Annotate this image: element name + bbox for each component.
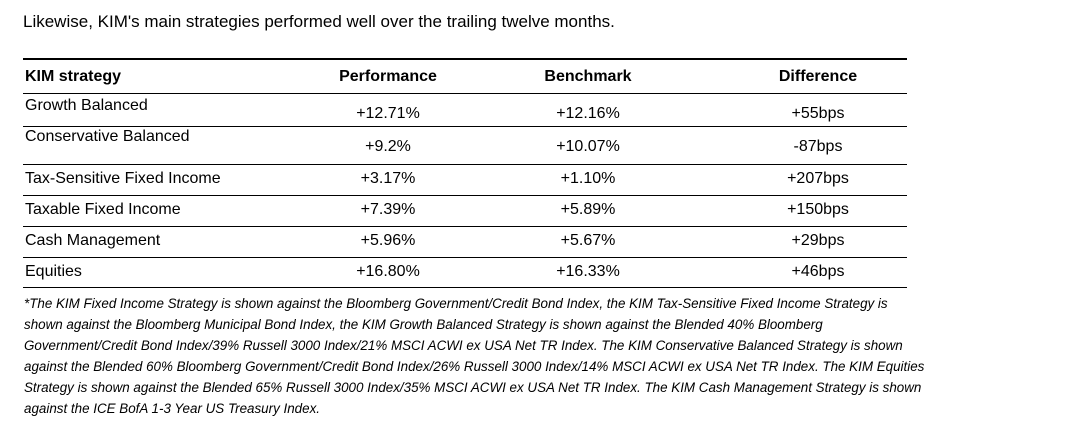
table-rule xyxy=(23,164,907,165)
benchmark-value: +16.33% xyxy=(556,263,620,280)
strategy-name: Cash Management xyxy=(25,232,161,249)
strategy-name: Equities xyxy=(25,263,82,280)
table-header-row: KIM strategy Performance Benchmark Diffe… xyxy=(23,58,907,85)
benchmark-value: +5.89% xyxy=(560,201,616,218)
intro-text: Likewise, KIM's main strategies performe… xyxy=(23,12,615,31)
table-bottom-rule xyxy=(23,287,907,288)
difference-value: +207bps xyxy=(787,170,849,187)
performance-value: +7.39% xyxy=(360,201,416,218)
footnote-line: *The KIM Fixed Income Strategy is shown … xyxy=(24,296,888,311)
strategy-name: Growth Balanced xyxy=(25,97,148,114)
footnote: *The KIM Fixed Income Strategy is shown … xyxy=(24,293,1064,419)
table-row: Equities +16.80% +16.33% +46bps xyxy=(23,258,907,282)
header-strategy: KIM strategy xyxy=(25,68,122,85)
performance-value: +9.2% xyxy=(365,138,411,155)
performance-value: +16.80% xyxy=(356,263,420,280)
benchmark-value: +10.07% xyxy=(556,138,620,155)
table-row: Cash Management +5.96% +5.67% +29bps xyxy=(23,227,907,251)
table-rule xyxy=(23,226,907,227)
table-row: Taxable Fixed Income +7.39% +5.89% +150b… xyxy=(23,196,907,220)
footnote-line: shown against the Bloomberg Municipal Bo… xyxy=(24,317,823,332)
benchmark-value: +12.16% xyxy=(556,105,620,122)
table-top-rule xyxy=(23,58,907,60)
strategy-name: Conservative Balanced xyxy=(25,128,190,145)
table-row: Conservative Balanced +9.2% +10.07% -87b… xyxy=(23,127,907,155)
difference-value: +29bps xyxy=(791,232,845,249)
footnote-line: Strategy is shown against the Blended 65… xyxy=(24,380,922,395)
difference-value: +150bps xyxy=(787,201,849,218)
header-benchmark: Benchmark xyxy=(544,68,632,85)
difference-value: -87bps xyxy=(793,138,843,155)
performance-value: +3.17% xyxy=(360,170,416,187)
benchmark-value: +5.67% xyxy=(560,232,616,249)
table-row: Growth Balanced +12.71% +12.16% +55bps xyxy=(23,94,907,122)
table-rule xyxy=(23,195,907,196)
header-performance: Performance xyxy=(339,68,437,85)
strategy-name: Taxable Fixed Income xyxy=(25,201,181,218)
table-rule xyxy=(23,126,907,127)
footnote-line: against the Blended 60% Bloomberg Govern… xyxy=(24,359,925,374)
header-difference: Difference xyxy=(778,68,858,85)
benchmark-value: +1.10% xyxy=(560,170,616,187)
table-rule xyxy=(23,257,907,258)
performance-value: +5.96% xyxy=(360,232,416,249)
footnote-line: Government/Credit Bond Index/39% Russell… xyxy=(24,338,903,353)
strategy-name: Tax-Sensitive Fixed Income xyxy=(25,170,221,187)
difference-value: +55bps xyxy=(791,105,845,122)
difference-value: +46bps xyxy=(791,263,845,280)
performance-value: +12.71% xyxy=(356,105,420,122)
footnote-line: against the ICE BofA 1-3 Year US Treasur… xyxy=(24,401,320,416)
table-row: Tax-Sensitive Fixed Income +3.17% +1.10%… xyxy=(23,165,907,189)
table-rule xyxy=(23,93,907,94)
